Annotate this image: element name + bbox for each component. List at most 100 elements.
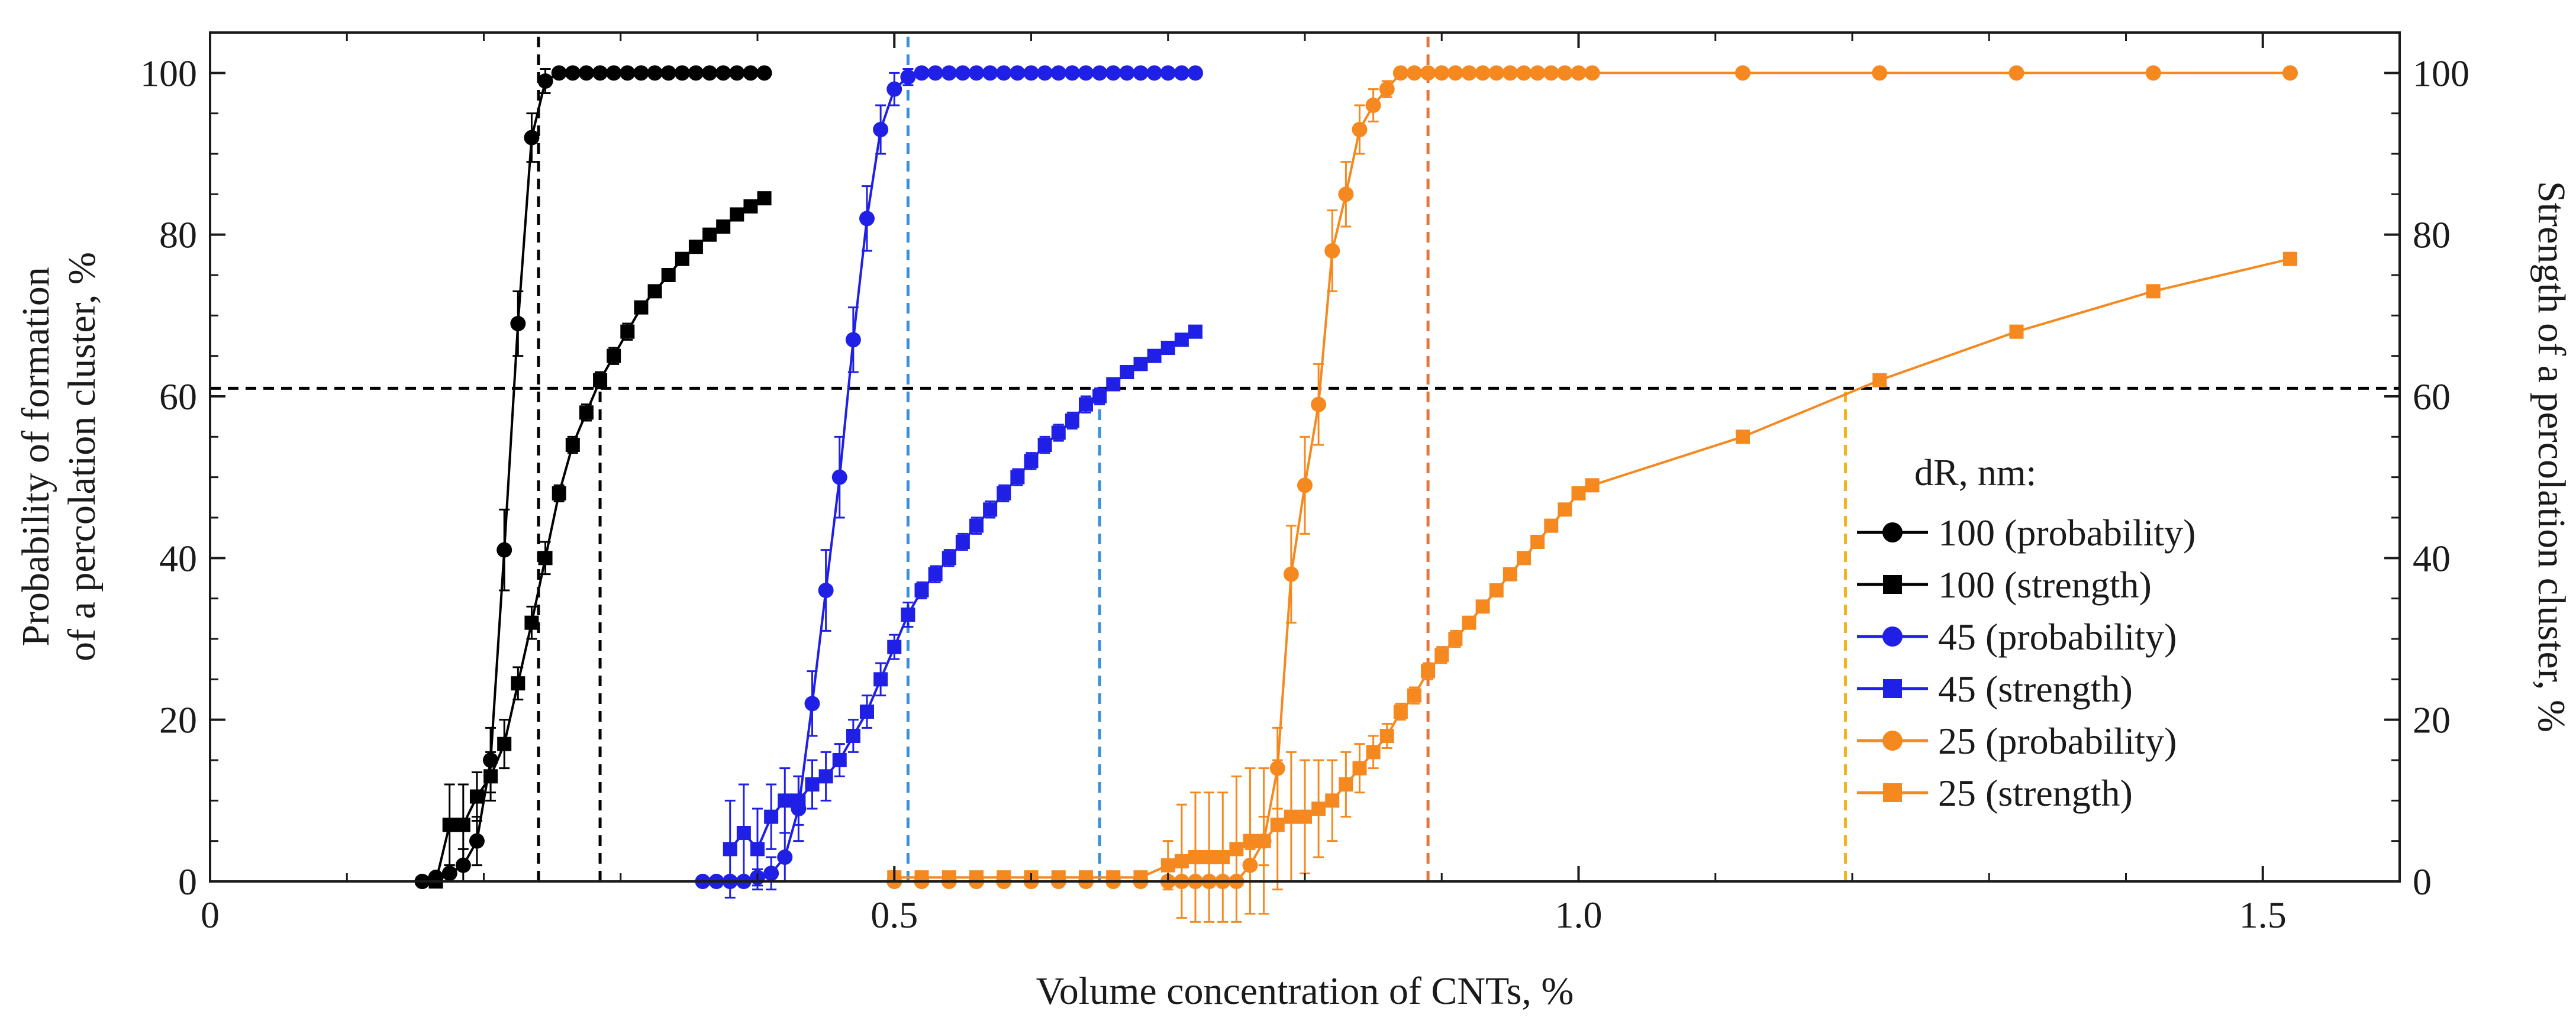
data-point <box>1475 599 1490 614</box>
legend-marker <box>1882 522 1903 542</box>
data-point <box>763 865 779 881</box>
data-point <box>1421 664 1436 679</box>
series-100-probability- <box>414 65 772 889</box>
data-point <box>647 284 662 299</box>
data-point <box>579 405 594 420</box>
data-point <box>1379 729 1394 743</box>
data-point <box>538 551 553 566</box>
data-point <box>1393 705 1408 719</box>
data-point <box>791 793 806 808</box>
data-point <box>442 818 457 832</box>
legend-entry: 100 (strength) <box>1857 564 2152 606</box>
data-point <box>859 211 875 227</box>
data-point <box>1461 65 1477 81</box>
data-point <box>818 769 833 784</box>
legend-marker <box>1883 783 1902 802</box>
data-point <box>634 300 649 315</box>
data-point <box>456 818 470 832</box>
data-point <box>1256 834 1271 848</box>
data-point <box>1284 809 1298 824</box>
data-point <box>565 65 581 81</box>
data-point <box>702 227 717 242</box>
data-point <box>729 65 745 81</box>
data-point <box>1173 65 1189 81</box>
x-tick-label: 1.5 <box>2239 894 2287 936</box>
data-point <box>524 130 540 146</box>
data-point <box>1174 332 1189 347</box>
data-point <box>1584 65 1600 81</box>
data-point <box>750 842 765 857</box>
data-point <box>1051 425 1066 440</box>
data-point <box>942 551 956 566</box>
data-point <box>1037 438 1052 452</box>
data-point <box>1503 567 1517 582</box>
data-point <box>2282 65 2298 81</box>
data-point <box>2145 65 2161 81</box>
data-point <box>2009 324 2024 339</box>
legend-entry: 45 (strength) <box>1857 668 2133 710</box>
data-point <box>1065 414 1079 428</box>
data-point <box>764 809 779 824</box>
series-100-strength- <box>428 191 772 889</box>
legend: dR, nm: 100 (probability) 100 (strength) 4… <box>1857 451 2195 814</box>
data-point <box>1544 518 1559 533</box>
data-point <box>1119 65 1135 81</box>
data-point <box>1243 834 1258 848</box>
legend-entry: 100 (probability) <box>1857 512 2195 554</box>
data-point <box>1571 65 1587 81</box>
data-point <box>675 251 689 266</box>
data-point <box>1462 615 1476 630</box>
x-tick-label: 1.0 <box>1555 894 1603 936</box>
data-point <box>1379 81 1395 97</box>
data-point <box>873 122 889 137</box>
data-point <box>469 833 485 849</box>
data-point <box>1557 65 1573 81</box>
data-point <box>941 65 957 81</box>
data-point <box>969 65 984 81</box>
legend-label: 45 (strength) <box>1938 668 2133 710</box>
data-point <box>1420 65 1436 81</box>
y-tick-label-right: 20 <box>2413 699 2451 741</box>
data-point <box>900 69 916 85</box>
data-point <box>483 769 498 784</box>
data-point <box>1160 858 1175 873</box>
data-point <box>1079 397 1093 412</box>
data-point <box>1516 65 1532 81</box>
data-point <box>1447 65 1463 81</box>
data-point <box>688 65 704 81</box>
data-point <box>1010 65 1026 81</box>
y-axis-left-title-line2: of a percolation cluster, % <box>60 252 104 661</box>
data-point <box>804 696 820 712</box>
data-point <box>1558 502 1572 517</box>
data-point <box>873 672 888 687</box>
data-point <box>511 676 525 691</box>
data-point <box>537 73 553 89</box>
data-point <box>1010 470 1025 484</box>
data-point <box>778 793 792 808</box>
data-point <box>1188 65 1203 81</box>
data-point <box>983 502 998 517</box>
data-point <box>496 542 512 558</box>
data-point <box>1434 648 1449 663</box>
data-point <box>1338 186 1354 202</box>
data-point <box>620 324 635 339</box>
data-point <box>1434 65 1450 81</box>
legend-entry: 25 (strength) <box>1857 772 2133 814</box>
data-point <box>914 65 930 81</box>
data-point <box>1324 243 1340 259</box>
data-point <box>1475 65 1491 81</box>
data-point <box>1365 98 1381 113</box>
data-point <box>565 438 580 452</box>
data-point <box>1736 429 1750 444</box>
x-axis-title: Volume concentration of CNTs, % <box>1036 970 1574 1013</box>
series-line <box>702 72 1195 883</box>
y-tick-label-right: 100 <box>2413 52 2469 94</box>
data-point <box>606 65 622 81</box>
data-point <box>1872 65 1888 81</box>
data-point <box>818 583 834 598</box>
y-tick-label-right: 0 <box>2413 861 2432 903</box>
data-point <box>1298 809 1312 824</box>
data-point <box>914 583 929 597</box>
